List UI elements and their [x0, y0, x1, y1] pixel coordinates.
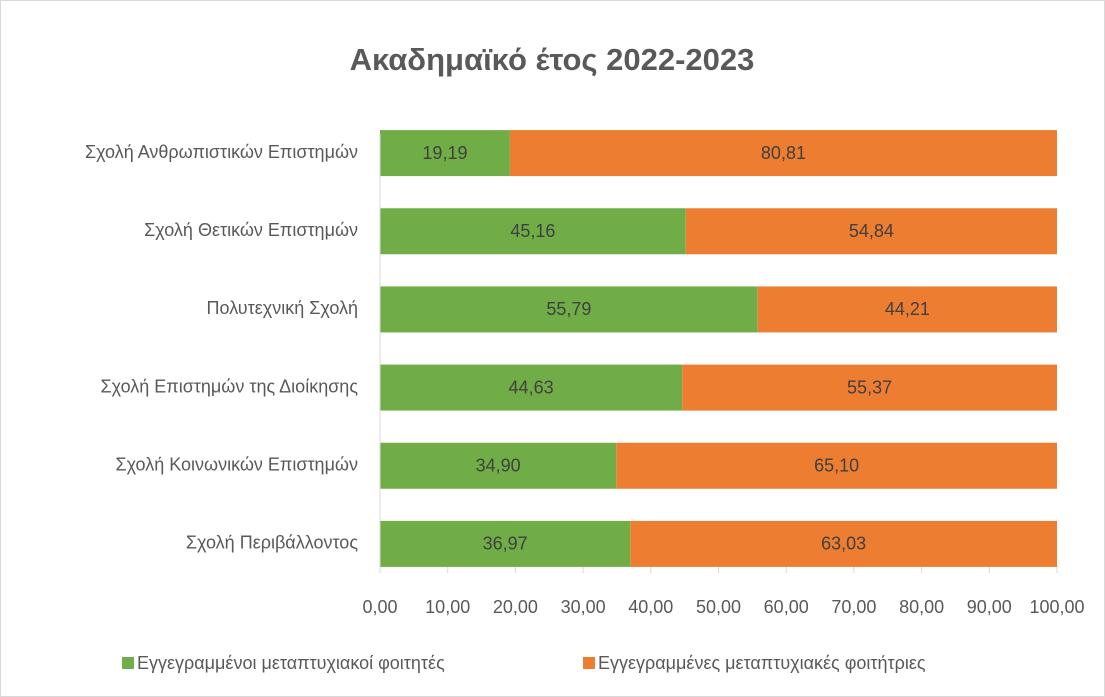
bar-segment: [509, 130, 1058, 177]
data-label: 55,37: [847, 377, 892, 397]
x-tick-label: 40,00: [628, 597, 673, 617]
chart-title: Ακαδημαϊκό έτος 2022-2023: [350, 42, 755, 77]
data-label: 44,63: [509, 377, 554, 397]
bar-segment: [380, 208, 686, 255]
y-tick-label: Σχολή Ανθρωπιστικών Επιστημών: [85, 142, 358, 162]
data-label: 55,79: [546, 299, 591, 319]
x-tick-label: 30,00: [561, 597, 606, 617]
bar-segment: [380, 130, 510, 177]
bar-segment: [380, 520, 631, 567]
legend-swatch: [122, 657, 134, 669]
x-tick-label: 70,00: [831, 597, 876, 617]
y-tick-label: Σχολή Θετικών Επιστημών: [144, 220, 358, 240]
data-label: 45,16: [510, 221, 555, 241]
x-tick-label: 100,00: [1029, 597, 1084, 617]
x-tick-label: 90,00: [967, 597, 1012, 617]
data-label: 44,21: [885, 299, 930, 319]
data-label: 34,90: [476, 456, 521, 476]
legend-swatch: [583, 657, 595, 669]
data-label: 63,03: [821, 534, 866, 554]
data-label: 54,84: [849, 221, 894, 241]
bar-segment: [630, 520, 1057, 567]
x-tick-label: 50,00: [696, 597, 741, 617]
y-tick-label: Σχολή Περιβάλλοντος: [186, 533, 358, 553]
data-label: 80,81: [761, 143, 806, 163]
x-tick-label: 10,00: [425, 597, 470, 617]
y-tick-label: Σχολή Κοινωνικών Επιστημών: [115, 455, 358, 475]
bar-segment: [380, 286, 758, 333]
bar-segment: [757, 286, 1057, 333]
bar-segment: [380, 442, 617, 489]
bar-segment: [380, 364, 683, 411]
data-label: 19,19: [422, 143, 467, 163]
x-tick-label: 20,00: [493, 597, 538, 617]
y-tick-label: Πολυτεχνική Σχολή: [207, 298, 358, 318]
data-label: 65,10: [814, 456, 859, 476]
legend-label: Εγγεγραμμένοι μεταπτυχιακοί φοιτητές: [137, 653, 445, 673]
legend-label: Εγγεγραμμένες μεταπτυχιακές φοιτήτριες: [598, 653, 926, 673]
bar-segment: [682, 364, 1057, 411]
x-tick-label: 60,00: [764, 597, 809, 617]
bar-segment: [616, 442, 1057, 489]
bar-segment: [685, 208, 1057, 255]
x-tick-label: 80,00: [899, 597, 944, 617]
y-tick-label: Σχολή Επιστημών της Διοίκησης: [101, 376, 359, 396]
x-tick-label: 0,00: [362, 597, 397, 617]
data-label: 36,97: [483, 534, 528, 554]
